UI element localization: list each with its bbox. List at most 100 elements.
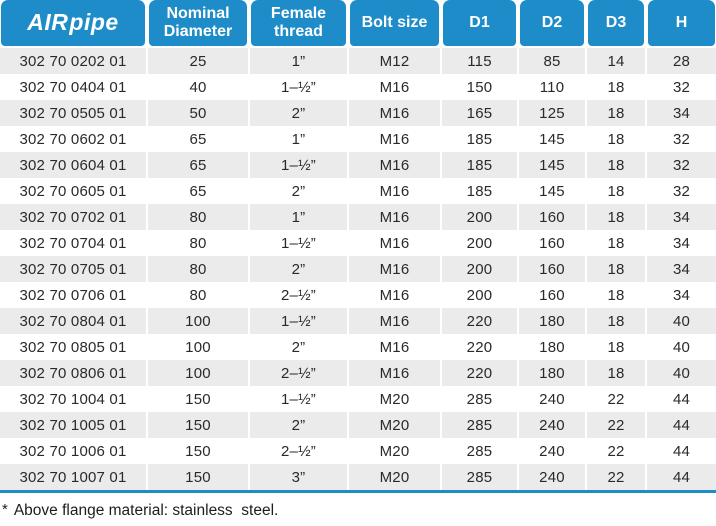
d3-cell: 22 xyxy=(587,438,645,464)
d1-cell: 185 xyxy=(442,126,517,152)
table-row: 302 70 0605 01 65 2” M16 185 145 18 32 xyxy=(0,178,716,204)
d2-cell: 160 xyxy=(519,230,585,256)
bolt-size-cell: M16 xyxy=(349,204,440,230)
d2-cell: 110 xyxy=(519,74,585,100)
h-cell: 34 xyxy=(647,230,716,256)
female-thread-cell: 2” xyxy=(250,412,347,438)
d3-cell: 18 xyxy=(587,308,645,334)
h-cell: 44 xyxy=(647,386,716,412)
d3-cell: 18 xyxy=(587,282,645,308)
d1-cell: 150 xyxy=(442,74,517,100)
d1-cell: 220 xyxy=(442,334,517,360)
d2-cell: 145 xyxy=(519,126,585,152)
brand-logo: AIR pipe xyxy=(1,0,145,46)
table-row: 302 70 0404 01 40 1–½” M16 150 110 18 32 xyxy=(0,74,716,100)
d1-cell: 285 xyxy=(442,464,517,490)
col-header-nominal-diameter: Nominal Diameter xyxy=(149,0,247,46)
h-cell: 44 xyxy=(647,464,716,490)
bolt-size-cell: M16 xyxy=(349,100,440,126)
bolt-size-cell: M16 xyxy=(349,152,440,178)
d2-cell: 160 xyxy=(519,256,585,282)
table-row: 302 70 0806 01 100 2–½” M16 220 180 18 40 xyxy=(0,360,716,386)
d3-cell: 18 xyxy=(587,152,645,178)
h-cell: 34 xyxy=(647,100,716,126)
h-cell: 32 xyxy=(647,152,716,178)
table-row: 302 70 0505 01 50 2” M16 165 125 18 34 xyxy=(0,100,716,126)
footnote-marker: * xyxy=(2,501,8,518)
table-row: 302 70 1006 01 150 2–½” M20 285 240 22 44 xyxy=(0,438,716,464)
footnote-text: Above flange material: stainless steel. xyxy=(13,502,279,519)
part-number-cell: 302 70 0602 01 xyxy=(0,126,146,152)
d1-cell: 285 xyxy=(442,438,517,464)
bolt-size-cell: M12 xyxy=(349,48,440,74)
female-thread-cell: 1–½” xyxy=(250,230,347,256)
d2-cell: 85 xyxy=(519,48,585,74)
d3-cell: 18 xyxy=(587,126,645,152)
table-row: 302 70 1005 01 150 2” M20 285 240 22 44 xyxy=(0,412,716,438)
d1-cell: 200 xyxy=(442,230,517,256)
footnote: * Above flange material: stainless steel… xyxy=(0,501,716,520)
part-number-cell: 302 70 0604 01 xyxy=(0,152,146,178)
part-number-cell: 302 70 1006 01 xyxy=(0,438,146,464)
bolt-size-cell: M16 xyxy=(349,178,440,204)
table-row: 302 70 0705 01 80 2” M16 200 160 18 34 xyxy=(0,256,716,282)
nominal-diameter-cell: 40 xyxy=(148,74,248,100)
table-body: 302 70 0202 01 25 1” M12 115 85 14 28 302 70 040… xyxy=(0,48,716,490)
d2-cell: 145 xyxy=(519,152,585,178)
female-thread-cell: 2” xyxy=(250,178,347,204)
bolt-size-cell: M16 xyxy=(349,282,440,308)
d1-cell: 220 xyxy=(442,360,517,386)
d3-cell: 18 xyxy=(587,230,645,256)
female-thread-cell: 1” xyxy=(250,126,347,152)
table-header: AIR pipe Nominal Diameter Female thread B… xyxy=(0,0,716,46)
female-thread-cell: 2” xyxy=(250,256,347,282)
female-thread-cell: 1–½” xyxy=(250,74,347,100)
bolt-size-cell: M16 xyxy=(349,126,440,152)
part-number-cell: 302 70 0706 01 xyxy=(0,282,146,308)
bolt-size-cell: M20 xyxy=(349,412,440,438)
d2-cell: 240 xyxy=(519,438,585,464)
h-cell: 40 xyxy=(647,360,716,386)
nominal-diameter-cell: 80 xyxy=(148,230,248,256)
part-number-cell: 302 70 0704 01 xyxy=(0,230,146,256)
female-thread-cell: 1” xyxy=(250,48,347,74)
col-header-d1: D1 xyxy=(443,0,516,46)
nominal-diameter-cell: 65 xyxy=(148,152,248,178)
female-thread-cell: 3” xyxy=(250,464,347,490)
table-row: 302 70 0202 01 25 1” M12 115 85 14 28 xyxy=(0,48,716,74)
table-row: 302 70 1004 01 150 1–½” M20 285 240 22 44 xyxy=(0,386,716,412)
part-number-cell: 302 70 0505 01 xyxy=(0,100,146,126)
d3-cell: 22 xyxy=(587,386,645,412)
d3-cell: 18 xyxy=(587,334,645,360)
nominal-diameter-cell: 150 xyxy=(148,386,248,412)
nominal-diameter-cell: 100 xyxy=(148,360,248,386)
h-cell: 40 xyxy=(647,308,716,334)
col-header-bolt-size: Bolt size xyxy=(350,0,439,46)
d1-cell: 200 xyxy=(442,204,517,230)
table-row: 302 70 1007 01 150 3” M20 285 240 22 44 xyxy=(0,464,716,490)
nominal-diameter-cell: 150 xyxy=(148,438,248,464)
d2-cell: 160 xyxy=(519,204,585,230)
part-number-cell: 302 70 0806 01 xyxy=(0,360,146,386)
part-number-cell: 302 70 0705 01 xyxy=(0,256,146,282)
d1-cell: 200 xyxy=(442,256,517,282)
d1-cell: 165 xyxy=(442,100,517,126)
d3-cell: 18 xyxy=(587,178,645,204)
nominal-diameter-cell: 25 xyxy=(148,48,248,74)
h-cell: 34 xyxy=(647,282,716,308)
bolt-size-cell: M16 xyxy=(349,308,440,334)
female-thread-cell: 1–½” xyxy=(250,152,347,178)
table-row: 302 70 0702 01 80 1” M16 200 160 18 34 xyxy=(0,204,716,230)
female-thread-cell: 1–½” xyxy=(250,308,347,334)
bolt-size-cell: M16 xyxy=(349,256,440,282)
female-thread-cell: 2” xyxy=(250,334,347,360)
female-thread-cell: 1” xyxy=(250,204,347,230)
d2-cell: 240 xyxy=(519,412,585,438)
female-thread-cell: 2–½” xyxy=(250,360,347,386)
d1-cell: 200 xyxy=(442,282,517,308)
d1-cell: 285 xyxy=(442,412,517,438)
nominal-diameter-cell: 65 xyxy=(148,178,248,204)
d2-cell: 145 xyxy=(519,178,585,204)
h-cell: 32 xyxy=(647,126,716,152)
